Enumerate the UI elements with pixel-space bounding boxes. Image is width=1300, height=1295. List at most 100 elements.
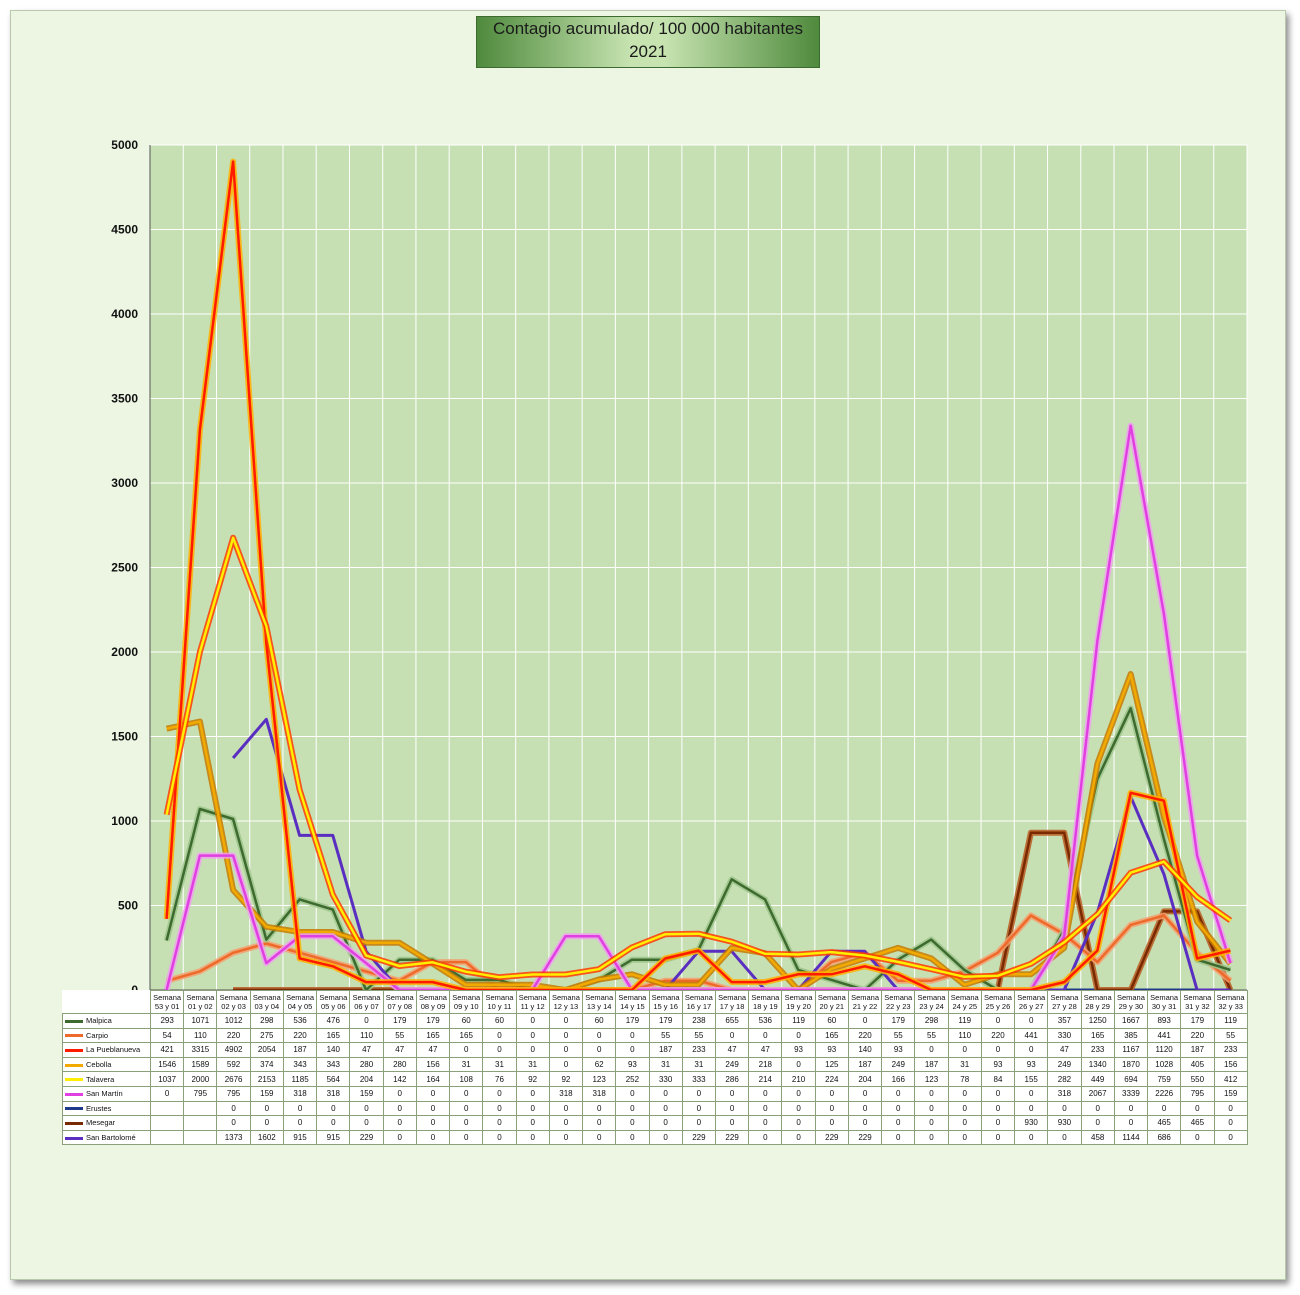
data-label: 0 [980, 1042, 1016, 1058]
data-label: 0 [1180, 1100, 1215, 1117]
legend-label: La Pueblanueva [86, 1045, 141, 1055]
x-tick-label: Semana 12 y 13 [548, 990, 584, 1014]
x-tick-label-line: Semana [319, 992, 348, 1002]
data-label: 229 [714, 1129, 750, 1146]
chart-title-line-2: 2021 [629, 42, 667, 61]
data-label: 159 [1213, 1085, 1248, 1102]
data-label: 592 [216, 1056, 251, 1073]
x-tick-label: Semana 20 y 21 [814, 990, 849, 1014]
data-label: 3315 [183, 1042, 218, 1058]
x-tick-label-line: 23 y 24 [919, 1002, 944, 1011]
data-label: 1546 [149, 1056, 185, 1073]
x-tick-label-line: 31 y 32 [1185, 1002, 1210, 1011]
table-row: Carpio 54 110 220 275 220 165 110 55 165 165 0 0 0 0 0 5… [62, 1027, 1248, 1044]
legend-entry: Carpio [62, 1027, 151, 1044]
data-label: 0 [349, 1115, 384, 1131]
data-label: 249 [1047, 1056, 1082, 1073]
x-tick-label-line: 26 y 27 [1018, 1002, 1044, 1011]
data-label: 179 [415, 1013, 451, 1029]
data-label: 441 [1147, 1027, 1182, 1044]
legend-label: Erustes [86, 1103, 112, 1113]
x-tick-label-line: Semana [618, 992, 647, 1002]
legend-swatch [65, 1121, 83, 1125]
data-label: 84 [980, 1071, 1016, 1087]
data-label: 694 [1113, 1071, 1149, 1087]
data-label: 92 [548, 1071, 584, 1087]
data-label: 220 [216, 1027, 251, 1044]
data-label: 0 [947, 1115, 982, 1131]
data-label: 333 [681, 1071, 716, 1087]
data-label: 1071 [183, 1013, 218, 1029]
data-label: 293 [149, 1013, 185, 1029]
data-label [183, 1100, 218, 1117]
data-label: 0 [615, 1100, 650, 1117]
x-tick-label-line: 19 y 20 [786, 1002, 811, 1011]
data-label: 31 [515, 1056, 550, 1073]
x-tick-label-line: Semana [518, 992, 547, 1002]
data-label: 0 [814, 1100, 849, 1117]
x-tick-label-line: 11 y 12 [520, 1002, 545, 1011]
data-label: 62 [582, 1056, 617, 1073]
y-tick-label: 1500 [111, 730, 138, 744]
data-label [149, 1100, 185, 1117]
data-label: 0 [382, 1085, 417, 1102]
x-tick-label-line: 09 y 10 [453, 1002, 479, 1011]
data-label: 0 [316, 1100, 351, 1117]
data-label: 220 [980, 1027, 1016, 1044]
y-tick-label: 2500 [111, 561, 138, 575]
data-label: 0 [548, 1115, 584, 1131]
data-label: 0 [714, 1085, 750, 1102]
data-label: 0 [914, 1085, 949, 1102]
legend-swatch [65, 1063, 83, 1067]
data-label: 60 [814, 1013, 849, 1029]
data-label: 0 [980, 1100, 1016, 1117]
data-label: 759 [1147, 1071, 1182, 1087]
data-label: 55 [382, 1027, 417, 1044]
table-row: Talavera 1037 2000 2676 2153 1185 564 204 142 164… [62, 1071, 1248, 1087]
data-label: 0 [781, 1129, 816, 1146]
data-label: 233 [681, 1042, 716, 1058]
data-label: 0 [615, 1042, 650, 1058]
data-label: 1340 [1080, 1056, 1115, 1073]
data-label: 0 [1113, 1115, 1149, 1131]
legend-swatch [65, 1019, 83, 1023]
data-label: 31 [648, 1056, 683, 1073]
x-tick-label-line: 02 y 03 [221, 1002, 246, 1011]
data-label: 0 [1213, 1129, 1248, 1146]
y-tick-label: 4000 [111, 307, 138, 321]
data-label: 156 [1213, 1056, 1248, 1073]
x-tick-label: Semana 31 y 32 [1180, 990, 1215, 1014]
data-label: 0 [1014, 1100, 1049, 1117]
data-label: 165 [814, 1027, 849, 1044]
x-tick-label: Semana 08 y 09 [415, 990, 451, 1014]
legend-entry: Mesegar [62, 1115, 151, 1131]
data-label: 0 [681, 1115, 716, 1131]
data-label: 374 [249, 1056, 284, 1073]
data-label: 3339 [1113, 1085, 1149, 1102]
data-label: 179 [615, 1013, 650, 1029]
data-label: 1870 [1113, 1056, 1149, 1073]
data-label: 165 [415, 1027, 451, 1044]
data-label: 179 [382, 1013, 417, 1029]
data-label: 0 [748, 1115, 783, 1131]
data-label: 60 [482, 1013, 517, 1029]
data-label: 0 [482, 1129, 517, 1146]
data-label: 55 [681, 1027, 716, 1044]
data-label: 1120 [1147, 1042, 1182, 1058]
data-label: 47 [1047, 1042, 1082, 1058]
data-label: 1144 [1113, 1129, 1149, 1146]
data-label: 0 [582, 1129, 617, 1146]
y-tick-label: 1000 [111, 814, 138, 828]
x-tick-label-line: Semana [385, 992, 414, 1002]
x-tick-label-line: 27 y 28 [1052, 1002, 1077, 1011]
data-label: 441 [1014, 1027, 1049, 1044]
data-label: 930 [1014, 1115, 1049, 1131]
data-label: 76 [482, 1071, 517, 1087]
data-label: 405 [1180, 1056, 1215, 1073]
data-label: 930 [1047, 1115, 1082, 1131]
data-label: 0 [548, 1027, 584, 1044]
legend-swatch [65, 1049, 83, 1052]
legend-swatch [65, 1136, 83, 1140]
x-tick-label: Semana 28 y 29 [1080, 990, 1115, 1014]
